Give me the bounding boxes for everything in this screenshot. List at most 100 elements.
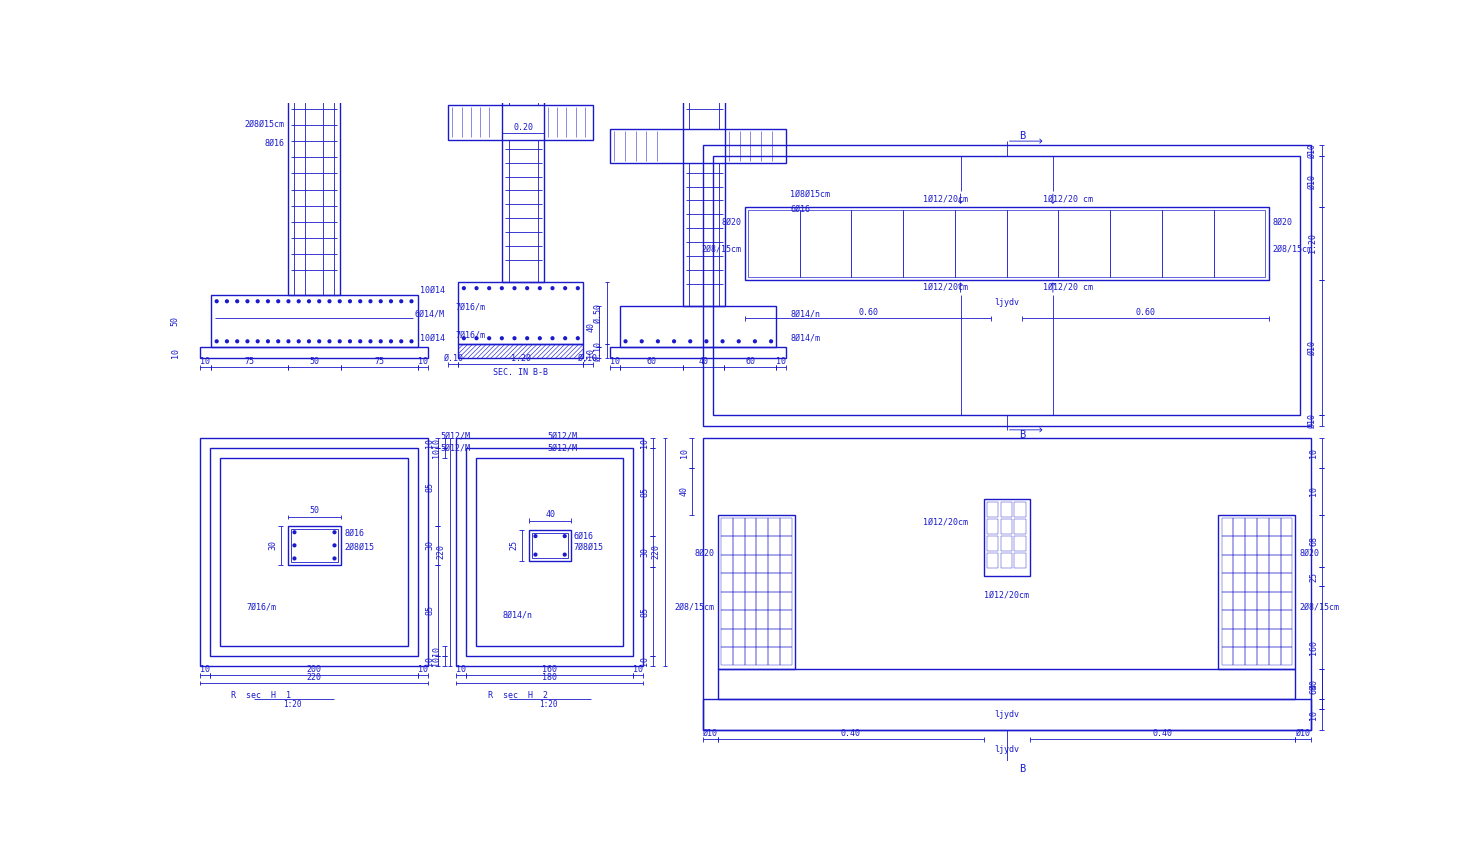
Text: 8Ø14/n: 8Ø14/n — [503, 610, 533, 619]
Bar — [748, 209, 800, 277]
Bar — [1001, 536, 1013, 551]
Circle shape — [277, 340, 279, 343]
Text: 30: 30 — [641, 546, 649, 557]
Bar — [734, 628, 745, 647]
Text: 10: 10 — [1309, 448, 1318, 458]
Bar — [1222, 573, 1234, 592]
Circle shape — [462, 337, 465, 339]
Bar — [1001, 502, 1013, 517]
Bar — [779, 610, 791, 628]
Circle shape — [379, 300, 382, 303]
Bar — [1258, 573, 1269, 592]
Bar — [1222, 628, 1234, 647]
Bar — [779, 592, 791, 610]
Text: 10: 10 — [432, 646, 441, 657]
Bar — [734, 610, 745, 628]
Bar — [1269, 647, 1281, 665]
Bar — [757, 610, 768, 628]
Text: 10: 10 — [432, 447, 441, 457]
Bar — [466, 447, 633, 657]
Circle shape — [475, 337, 478, 339]
Text: 180: 180 — [542, 673, 558, 681]
Circle shape — [390, 300, 393, 303]
Circle shape — [348, 340, 351, 343]
Circle shape — [236, 340, 239, 343]
Bar — [725, 129, 787, 163]
Bar — [757, 592, 768, 610]
Bar — [722, 536, 734, 555]
Text: 1Ø12/20cm: 1Ø12/20cm — [922, 518, 968, 527]
Text: Ø10: Ø10 — [1308, 174, 1317, 189]
Circle shape — [722, 340, 723, 343]
Circle shape — [564, 337, 567, 339]
Bar — [1234, 610, 1246, 628]
Circle shape — [369, 300, 372, 303]
Text: ljydv: ljydv — [995, 745, 1020, 754]
Bar — [768, 647, 779, 665]
Circle shape — [246, 340, 249, 343]
Bar — [757, 628, 768, 647]
Bar — [745, 207, 1268, 280]
Bar — [459, 345, 583, 358]
Bar — [533, 533, 568, 557]
Bar — [1269, 536, 1281, 555]
Bar — [1234, 517, 1246, 536]
Text: 1:20: 1:20 — [539, 700, 558, 710]
Text: 40: 40 — [698, 357, 708, 366]
Circle shape — [400, 300, 403, 303]
Bar — [1234, 536, 1246, 555]
Bar — [745, 610, 757, 628]
Bar — [288, 526, 341, 564]
Text: 1Ø12/20 cm: 1Ø12/20 cm — [1044, 283, 1094, 292]
Bar — [1219, 515, 1296, 669]
Bar — [1007, 209, 1058, 277]
Bar — [1234, 573, 1246, 592]
Text: 0.20: 0.20 — [514, 123, 533, 132]
Bar — [1269, 628, 1281, 647]
Bar — [955, 209, 1007, 277]
Bar — [734, 536, 745, 555]
Circle shape — [514, 286, 517, 290]
Text: ljydv: ljydv — [995, 711, 1020, 719]
Text: 220: 220 — [651, 545, 660, 559]
Circle shape — [215, 340, 218, 343]
Circle shape — [624, 340, 627, 343]
Circle shape — [294, 531, 295, 534]
Bar — [459, 282, 583, 345]
Text: 2Ø8/15cm: 2Ø8/15cm — [701, 245, 741, 253]
Text: 2Ø8/15cm: 2Ø8/15cm — [1299, 603, 1339, 611]
Text: 10Ø14: 10Ø14 — [419, 333, 444, 343]
Circle shape — [236, 300, 239, 303]
Bar — [757, 647, 768, 665]
Circle shape — [334, 544, 337, 546]
Text: 50: 50 — [171, 316, 180, 327]
Circle shape — [551, 286, 554, 290]
Text: 8Ø20: 8Ø20 — [1299, 549, 1320, 557]
Text: 10: 10 — [679, 448, 689, 458]
Circle shape — [257, 340, 260, 343]
Bar — [1222, 555, 1234, 573]
Bar — [768, 610, 779, 628]
Circle shape — [754, 340, 756, 343]
Bar — [1246, 592, 1258, 610]
Bar — [768, 536, 779, 555]
Bar — [768, 555, 779, 573]
Bar — [620, 306, 776, 347]
Bar — [1222, 592, 1234, 610]
Circle shape — [286, 340, 289, 343]
Circle shape — [297, 340, 300, 343]
Text: Ø.10: Ø.10 — [593, 341, 602, 362]
Circle shape — [564, 286, 567, 290]
Bar — [1058, 209, 1110, 277]
Text: 1.20: 1.20 — [511, 354, 531, 363]
Circle shape — [307, 340, 310, 343]
Bar — [734, 555, 745, 573]
Circle shape — [475, 286, 478, 290]
Bar — [717, 669, 1296, 699]
Circle shape — [359, 340, 362, 343]
Bar — [1014, 553, 1026, 568]
Bar — [717, 515, 796, 669]
Text: B: B — [1018, 131, 1026, 141]
Circle shape — [673, 340, 676, 343]
Bar — [1001, 553, 1013, 568]
